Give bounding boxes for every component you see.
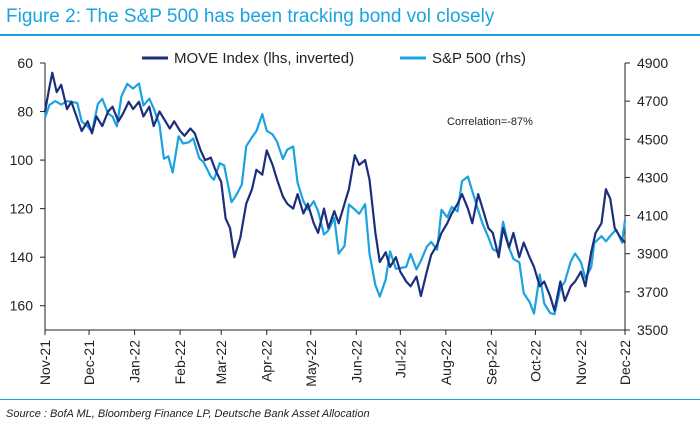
footer-rule	[0, 399, 700, 400]
title-rule	[0, 34, 700, 36]
y-right-tick-label: 4900	[637, 55, 668, 71]
x-tick-label: Jun-22	[348, 340, 364, 383]
y-left-tick-label: 60	[17, 55, 33, 71]
move-index-line	[43, 71, 626, 312]
x-tick-label: Jan-22	[127, 340, 143, 383]
x-tick-label: Mar-22	[213, 340, 229, 385]
y-left-tick-label: 100	[10, 152, 34, 168]
y-right-tick-label: 3500	[637, 322, 668, 338]
correlation-annotation: Correlation=-87%	[447, 116, 533, 128]
x-tick-label: Sep-22	[483, 340, 499, 385]
legend-move-label: MOVE Index (lhs, inverted)	[174, 50, 354, 67]
x-tick-label: Nov-21	[37, 340, 53, 385]
x-tick-label: Oct-22	[527, 340, 543, 382]
chart-axes: 60 80 100 120 140 160 3500 3700 3900 4100 4300 4500…	[10, 55, 669, 387]
x-tick-label: Feb-22	[172, 340, 188, 385]
sp500-line	[43, 82, 627, 316]
x-tick-label: Aug-22	[438, 340, 454, 385]
x-tick-label: Apr-22	[259, 340, 275, 382]
x-tick-label: Dec-22	[617, 340, 633, 385]
y-left-tick-label: 120	[10, 201, 34, 217]
y-left-tick-label: 80	[17, 104, 33, 120]
chart-legend: MOVE Index (lhs, inverted) S&P 500 (rhs)	[142, 50, 526, 67]
y-left-tick-label: 160	[10, 298, 34, 314]
y-right-tick-label: 4100	[637, 208, 668, 224]
x-tick-label: Dec-21	[81, 340, 97, 385]
x-tick-label: May-22	[303, 340, 319, 387]
source-note: Source : BofA ML, Bloomberg Finance LP, …	[6, 408, 370, 420]
y-right-tick-label: 4500	[637, 131, 668, 147]
y-right-tick-label: 3900	[637, 246, 668, 262]
x-tick-label: Jul-22	[392, 340, 408, 378]
y-left-tick-label: 140	[10, 249, 34, 265]
y-right-tick-label: 3700	[637, 284, 668, 300]
legend-sp500-label: S&P 500 (rhs)	[432, 50, 526, 67]
chart-title: Figure 2: The S&P 500 has been tracking …	[6, 6, 495, 27]
y-right-tick-label: 4700	[637, 93, 668, 109]
plot-area	[43, 71, 627, 316]
y-right-tick-label: 4300	[637, 169, 668, 185]
x-tick-label: Nov-22	[573, 340, 589, 385]
